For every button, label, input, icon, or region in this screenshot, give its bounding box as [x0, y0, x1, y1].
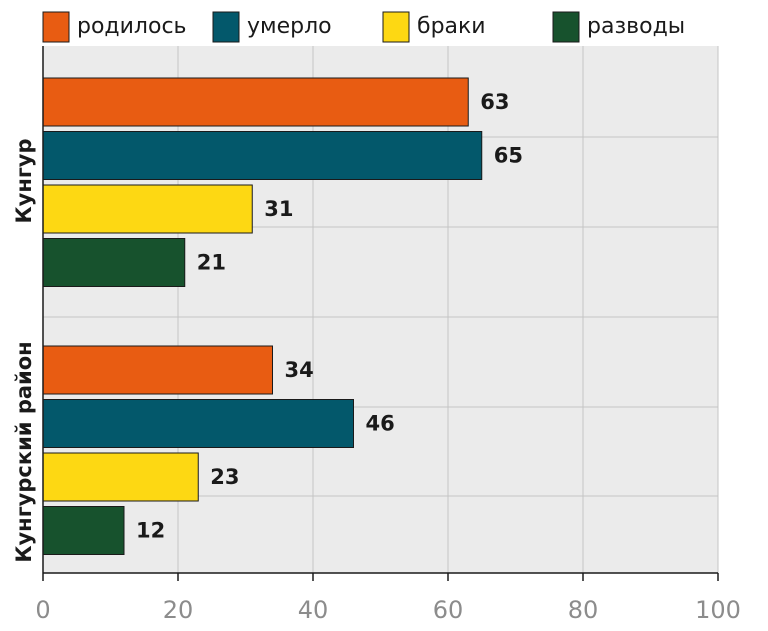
category-labels: Кунгур Кунгурский район [12, 138, 36, 562]
category-label: Кунгур [12, 138, 36, 223]
x-tick-label: 100 [695, 596, 741, 624]
bars [42, 77, 483, 555]
legend-label: родилось [77, 14, 187, 39]
legend-swatch [382, 11, 410, 43]
legend: родилось умерло браки разводы [42, 11, 685, 43]
legend-swatch [552, 11, 580, 43]
data-label: 34 [285, 358, 314, 382]
legend-label: умерло [247, 14, 332, 39]
x-axis-ticks: 0 20 40 60 80 100 [35, 573, 741, 624]
data-label: 63 [480, 90, 509, 114]
legend-label: разводы [587, 14, 685, 39]
legend-swatch [42, 11, 70, 43]
data-label: 23 [210, 465, 239, 489]
data-label: 12 [136, 519, 165, 543]
data-label: 46 [366, 412, 395, 436]
bar [42, 506, 125, 555]
x-tick-label: 80 [568, 596, 599, 624]
bar [42, 238, 186, 287]
legend-label: браки [417, 14, 486, 39]
data-label: 21 [197, 251, 226, 275]
legend-swatch [212, 11, 240, 43]
data-label: 31 [264, 197, 293, 221]
bar [42, 184, 253, 234]
x-tick-label: 60 [433, 596, 464, 624]
x-tick-label: 20 [163, 596, 194, 624]
bar [42, 345, 273, 395]
value-labels: 63 65 31 21 34 46 23 12 [136, 90, 523, 543]
category-label: Кунгурский район [12, 341, 36, 562]
x-tick-label: 0 [35, 596, 50, 624]
data-label: 65 [494, 144, 523, 168]
bar [42, 131, 483, 180]
bar [42, 399, 354, 448]
x-tick-label: 40 [298, 596, 329, 624]
bar [42, 452, 199, 502]
bar [42, 77, 469, 127]
